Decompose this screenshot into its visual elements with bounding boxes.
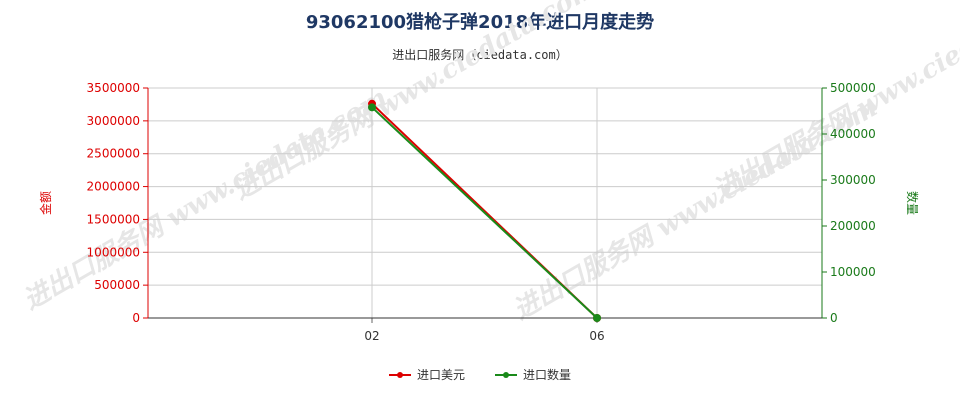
legend: 进口美元 进口数量 — [0, 366, 960, 383]
legend-label: 进口数量 — [523, 368, 572, 382]
x-axis-tick-label: 06 — [589, 329, 604, 343]
watermark-text: 进出口服务网 www.ciedata.com — [229, 0, 603, 206]
left-axis-tick-label: 500000 — [94, 278, 140, 292]
legend-marker — [396, 371, 403, 378]
legend-swatch — [495, 371, 517, 378]
left-axis-tick-label: 0 — [132, 311, 140, 325]
left-axis-tick-label: 1500000 — [87, 212, 140, 226]
left-axis-tick-label: 2000000 — [87, 180, 140, 194]
right-axis-tick-label: 500000 — [830, 81, 876, 95]
data-point — [368, 103, 376, 112]
chart-title: 93062100猎枪子弹2018年进口月度走势 — [305, 12, 655, 33]
left-axis-title: 金额 — [38, 191, 53, 215]
right-axis-tick-label: 100000 — [830, 265, 876, 279]
right-axis-tick-label: 200000 — [830, 219, 876, 233]
legend-label: 进口美元 — [416, 368, 465, 382]
left-axis-tick-label: 2500000 — [87, 147, 140, 161]
x-axis-tick-label: 02 — [364, 329, 379, 343]
axes: 0500000100000015000002000000250000030000… — [38, 81, 920, 343]
legend-item[interactable]: 进口数量 — [495, 366, 571, 383]
series-line — [371, 106, 598, 319]
left-axis-tick-label: 1000000 — [87, 245, 140, 259]
data-point — [593, 314, 601, 322]
legend-swatch — [388, 371, 411, 378]
right-axis-tick-label: 0 — [830, 311, 838, 325]
left-axis-tick-label: 3500000 — [87, 81, 140, 95]
chart-subtitle: 进出口服务网（ciedata.com） — [392, 48, 568, 62]
right-axis-title: 数量 — [905, 191, 920, 215]
right-axis-tick-label: 400000 — [830, 127, 876, 141]
legend-item[interactable]: 进口美元 — [388, 366, 465, 383]
series-layer — [368, 99, 601, 322]
right-axis-tick-label: 300000 — [830, 173, 876, 187]
legend-marker — [503, 371, 509, 378]
left-axis-tick-label: 3000000 — [87, 114, 140, 128]
